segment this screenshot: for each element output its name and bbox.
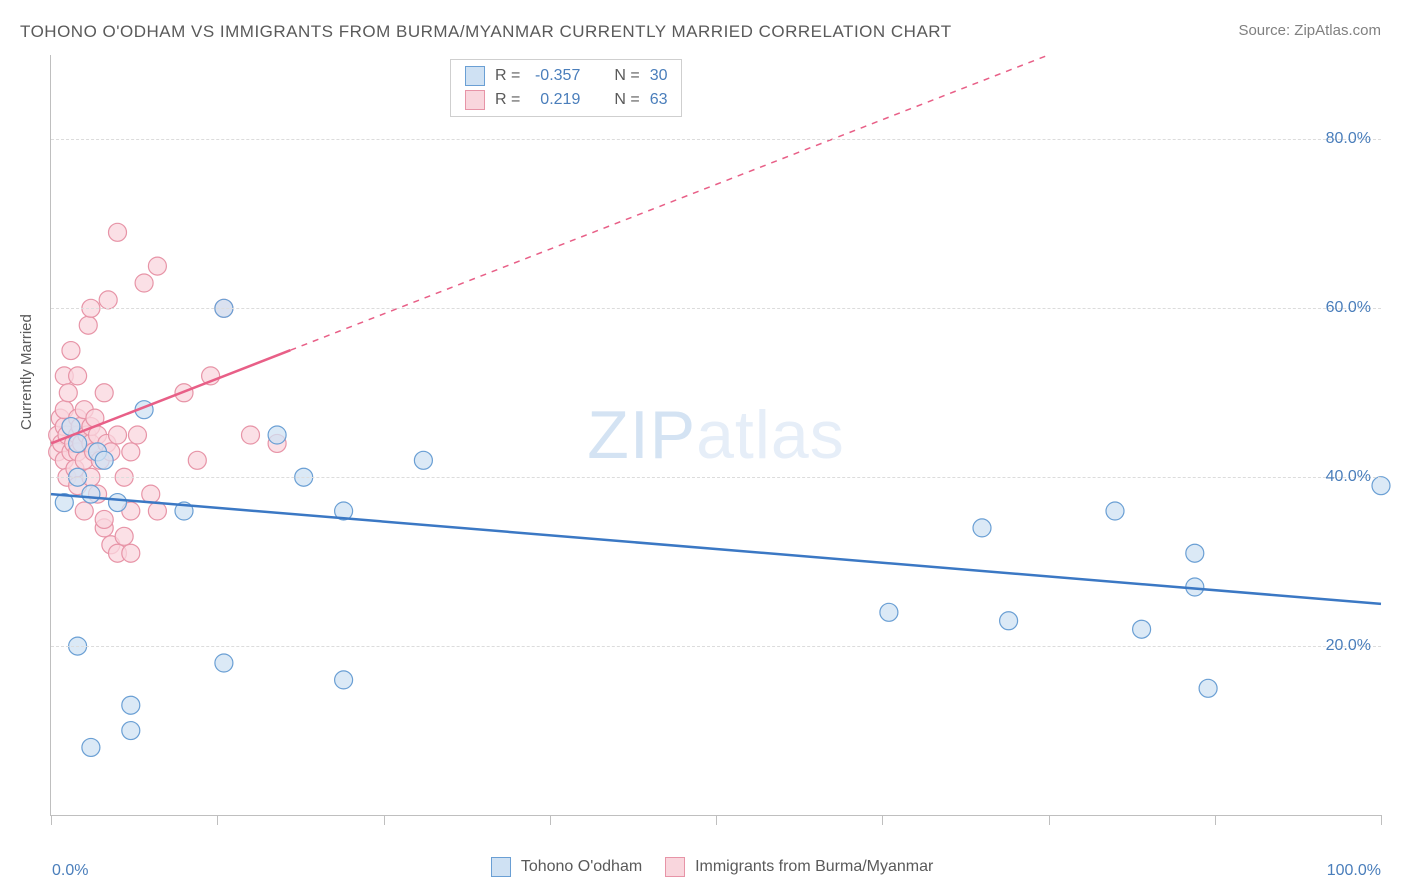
chart-title: TOHONO O'ODHAM VS IMMIGRANTS FROM BURMA/…: [20, 22, 952, 42]
x-tick: [1215, 815, 1216, 825]
legend-row: R = -0.357 N = 30: [465, 64, 667, 88]
x-tick: [716, 815, 717, 825]
chart-container: TOHONO O'ODHAM VS IMMIGRANTS FROM BURMA/…: [0, 0, 1406, 892]
legend-swatch-blue: [491, 857, 511, 877]
series-legend: Tohono O'odham Immigrants from Burma/Mya…: [0, 857, 1406, 877]
chart-svg: [51, 55, 1381, 815]
r-value: 0.219: [530, 88, 580, 112]
r-value: -0.357: [530, 64, 580, 88]
x-tick: [384, 815, 385, 825]
gridline: [51, 308, 1381, 309]
r-label: R =: [495, 64, 520, 88]
legend-row: R = 0.219 N = 63: [465, 88, 667, 112]
y-axis-label: Currently Married: [18, 314, 35, 430]
gridline: [51, 646, 1381, 647]
legend-swatch-pink: [665, 857, 685, 877]
source-label: Source: ZipAtlas.com: [1238, 22, 1381, 39]
x-tick: [1381, 815, 1382, 825]
r-label: R =: [495, 88, 520, 112]
legend-label-blue: Tohono O'odham: [521, 858, 642, 875]
y-tick-label: 80.0%: [1326, 130, 1371, 148]
n-label: N =: [614, 64, 639, 88]
correlation-legend: R = -0.357 N = 30 R = 0.219 N = 63: [450, 59, 682, 117]
n-value: 30: [650, 64, 668, 88]
x-tick: [550, 815, 551, 825]
y-tick-label: 40.0%: [1326, 468, 1371, 486]
legend-label-pink: Immigrants from Burma/Myanmar: [695, 858, 933, 875]
x-tick: [882, 815, 883, 825]
x-tick: [1049, 815, 1050, 825]
plot-area: ZIPatlas R = -0.357 N = 30 R = 0.219 N =…: [50, 55, 1381, 816]
x-tick: [217, 815, 218, 825]
y-tick-label: 60.0%: [1326, 299, 1371, 317]
n-label: N =: [614, 88, 639, 112]
gridline: [51, 477, 1381, 478]
n-value: 63: [650, 88, 668, 112]
y-tick-label: 20.0%: [1326, 637, 1371, 655]
legend-swatch-icon: [465, 66, 485, 86]
x-tick: [51, 815, 52, 825]
gridline: [51, 139, 1381, 140]
legend-swatch-icon: [465, 90, 485, 110]
